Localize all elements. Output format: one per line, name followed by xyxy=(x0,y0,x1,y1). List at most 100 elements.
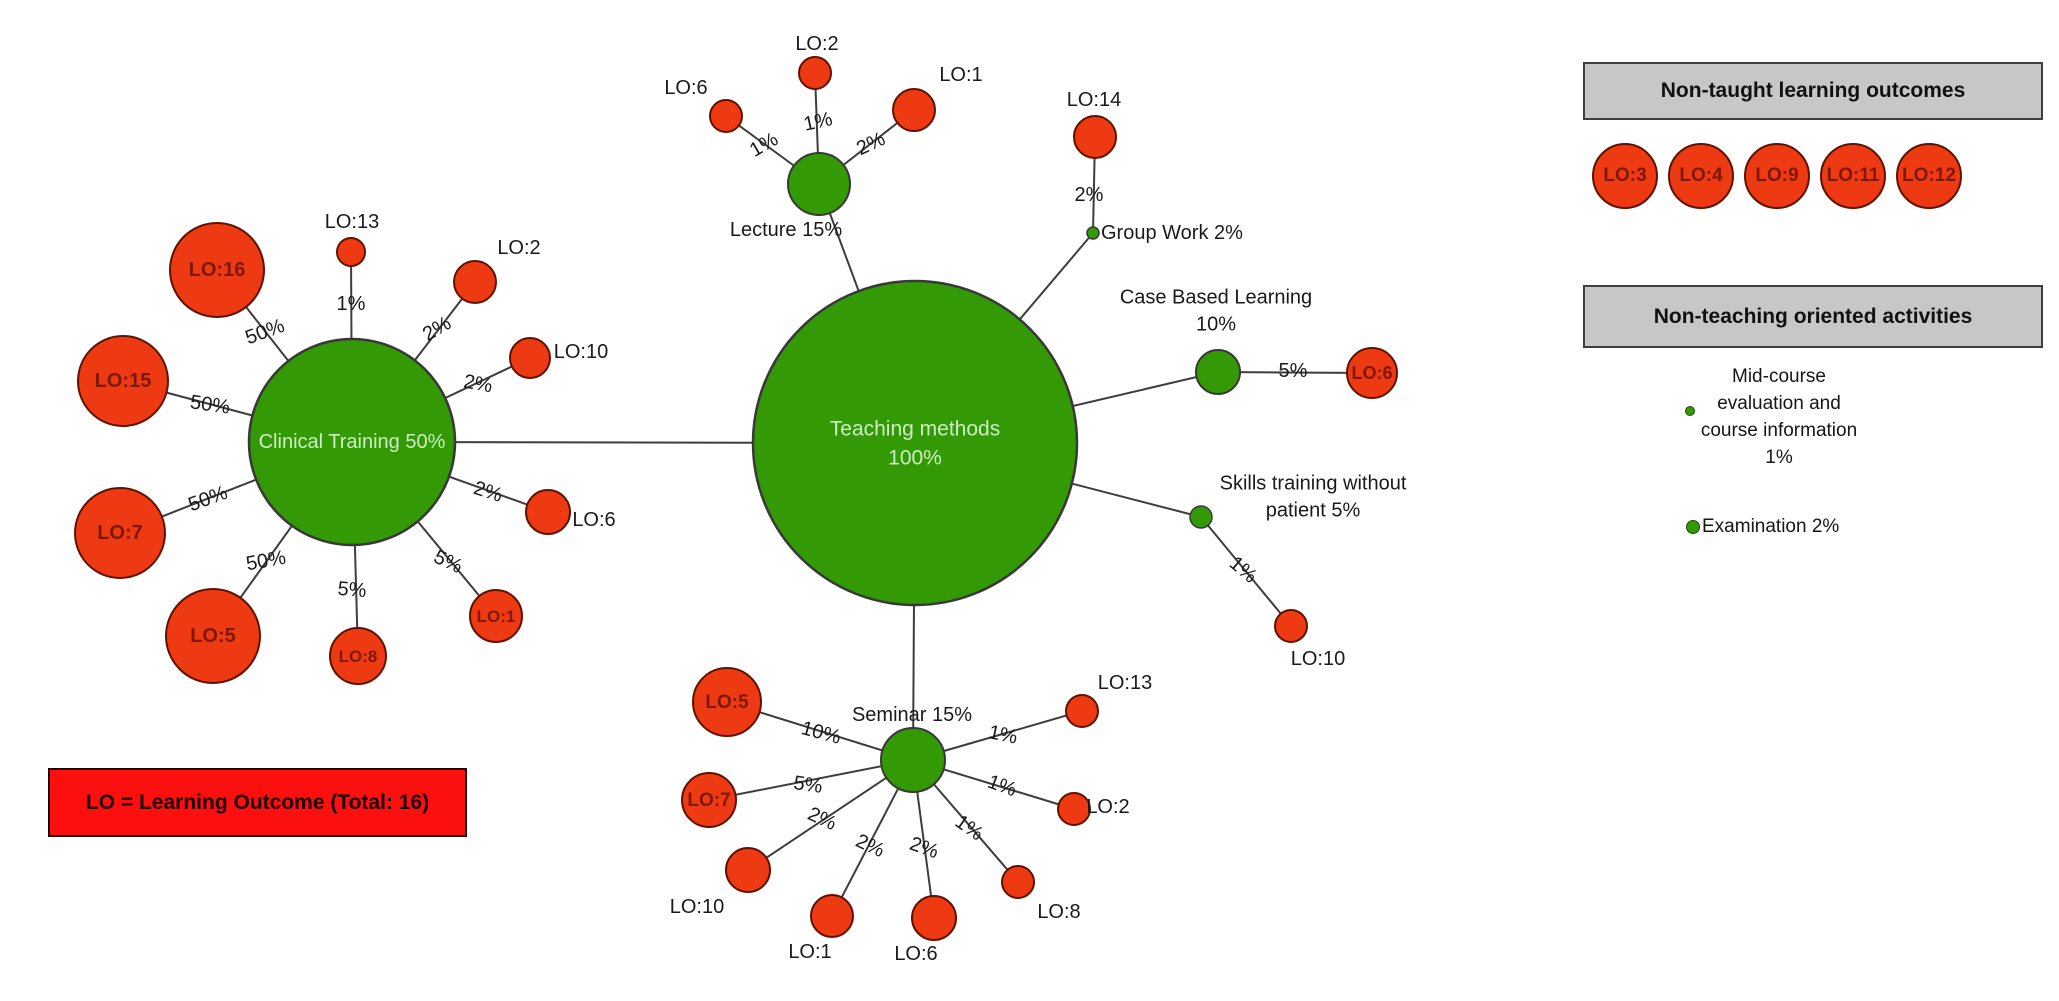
midcourse-evaluation-dot xyxy=(1685,406,1695,416)
node-g_lo14 xyxy=(1073,115,1117,159)
edge-label-clinical-c_lo15: 50% xyxy=(189,391,232,418)
label-c_lo16: LO:16 xyxy=(189,259,246,281)
label-se_lo8: LO:8 xyxy=(1037,901,1080,923)
legend-box: LO = Learning Outcome (Total: 16) xyxy=(48,768,467,837)
label-se_lo10: LO:10 xyxy=(670,896,724,918)
non-taught-lo-circle: LO:9 xyxy=(1744,143,1810,209)
node-skills xyxy=(1189,505,1213,529)
non-taught-lo-label: LO:3 xyxy=(1603,165,1647,186)
label-seminar: Seminar 15% xyxy=(852,704,972,726)
node-c_lo6 xyxy=(525,489,571,535)
label-c_lo10: LO:10 xyxy=(554,341,608,363)
node-se_lo10 xyxy=(725,847,771,893)
label-c_lo13: LO:13 xyxy=(325,211,379,233)
edge-label-seminar-se_lo10: 2% xyxy=(804,803,840,835)
node-se_lo13 xyxy=(1065,694,1099,728)
node-c_lo16 xyxy=(169,222,265,318)
node-c_lo5 xyxy=(165,588,261,684)
edge-label-clinical-c_lo5: 50% xyxy=(244,547,287,576)
edge-label-groupwork-g_lo14: 2% xyxy=(1075,184,1104,206)
node-seminar xyxy=(880,727,946,793)
edge-label-seminar-se_lo2: 1% xyxy=(985,771,1020,802)
node-clinical xyxy=(247,337,457,547)
node-s_lo10 xyxy=(1274,609,1308,643)
label-l_lo2: LO:2 xyxy=(795,33,838,55)
label-teaching: Teaching methods 100% xyxy=(830,417,1000,469)
edge-label-clinical-c_lo7: 50% xyxy=(185,482,230,516)
non-taught-outcomes-header: Non-taught learning outcomes xyxy=(1583,62,2043,120)
examination-dot xyxy=(1686,520,1700,534)
label-se_lo2: LO:2 xyxy=(1086,796,1129,818)
label-c_lo15: LO:15 xyxy=(95,370,152,392)
edge-label-clinical-c_lo2: 2% xyxy=(419,312,455,346)
label-se_lo1: LO:1 xyxy=(788,941,831,963)
edge-seminar-se_lo7 xyxy=(708,759,914,801)
edge-seminar-se_lo10 xyxy=(747,759,914,871)
edge-label-seminar-se_lo5: 10% xyxy=(799,717,844,749)
node-se_lo5 xyxy=(692,667,762,737)
node-cb_lo6 xyxy=(1346,347,1398,399)
node-l_lo1 xyxy=(892,88,936,132)
non-taught-lo-circle: LO:4 xyxy=(1668,143,1734,209)
node-c_lo13 xyxy=(336,237,366,267)
label-clinical: Clinical Training 50% xyxy=(259,431,446,453)
edge-label-clinical-c_lo16: 50% xyxy=(242,315,287,349)
edge-label-lecture-l_lo6: 1% xyxy=(746,128,782,162)
label-se_lo7: LO:7 xyxy=(687,790,730,811)
edge-label-clinical-c_lo8: 5% xyxy=(337,578,368,602)
label-g_lo14: LO:14 xyxy=(1067,89,1121,111)
node-lecture xyxy=(787,152,851,216)
edge-label-seminar-se_lo7: 5% xyxy=(792,772,824,798)
edge-label-seminar-se_lo13: 1% xyxy=(987,721,1020,749)
non-taught-lo-circle: LO:12 xyxy=(1896,143,1962,209)
non-taught-lo-label: LO:9 xyxy=(1755,165,1799,186)
node-c_lo2 xyxy=(453,260,497,304)
edge-label-lecture-l_lo2: 1% xyxy=(802,108,835,136)
node-se_lo8 xyxy=(1001,865,1035,899)
label-se_lo13: LO:13 xyxy=(1098,672,1152,694)
label-se_lo5: LO:5 xyxy=(705,692,749,713)
node-c_lo10 xyxy=(509,337,551,379)
label-c_lo5: LO:5 xyxy=(190,625,236,647)
non-taught-lo-circle: LO:3 xyxy=(1592,143,1658,209)
midcourse-evaluation-label: Mid-course evaluation and course informa… xyxy=(1700,366,1858,468)
label-cbl: Case Based Learning 10% xyxy=(1120,287,1312,336)
edge-label-clinical-c_lo13: 1% xyxy=(337,293,366,315)
non-taught-lo-label: LO:4 xyxy=(1679,165,1723,186)
edge-label-cbl-cb_lo6: 5% xyxy=(1279,360,1308,382)
non-taught-lo-label: LO:11 xyxy=(1826,165,1880,186)
node-c_lo15 xyxy=(77,335,169,427)
node-c_lo8 xyxy=(329,627,387,685)
label-c_lo2: LO:2 xyxy=(497,237,540,259)
node-se_lo7 xyxy=(681,772,737,828)
non-taught-lo-label: LO:12 xyxy=(1902,165,1956,186)
label-c_lo7: LO:7 xyxy=(97,522,143,544)
label-l_lo6: LO:6 xyxy=(664,77,707,99)
edge-label-clinical-c_lo6: 2% xyxy=(471,477,505,507)
label-s_lo10: LO:10 xyxy=(1291,648,1345,670)
label-c_lo1: LO:1 xyxy=(477,607,516,626)
label-groupwork: Group Work 2% xyxy=(1101,222,1243,244)
node-se_lo6 xyxy=(911,895,957,941)
label-lecture: Lecture 15% xyxy=(730,219,843,241)
edge-label-seminar-se_lo1: 2% xyxy=(852,830,888,862)
edge-label-seminar-se_lo6: 2% xyxy=(907,833,942,864)
label-c_lo8: LO:8 xyxy=(339,647,378,666)
node-se_lo2 xyxy=(1057,792,1091,826)
node-c_lo7 xyxy=(74,487,166,579)
node-teaching xyxy=(751,279,1079,607)
non-taught-outcomes-row: LO:3 LO:4 LO:9 LO:11 LO:12 xyxy=(1592,143,1962,209)
node-se_lo1 xyxy=(810,894,854,938)
label-se_lo6: LO:6 xyxy=(894,943,937,965)
node-cbl xyxy=(1195,349,1241,395)
label-l_lo1: LO:1 xyxy=(939,64,982,86)
edge-skills-s_lo10 xyxy=(1200,516,1292,627)
node-l_lo6 xyxy=(709,99,743,133)
node-l_lo2 xyxy=(798,56,832,90)
node-c_lo1 xyxy=(469,589,523,643)
non-taught-lo-circle: LO:11 xyxy=(1820,143,1886,209)
label-skills: Skills training without patient 5% xyxy=(1220,473,1407,522)
non-teaching-activities-header: Non-teaching oriented activities xyxy=(1583,285,2043,348)
